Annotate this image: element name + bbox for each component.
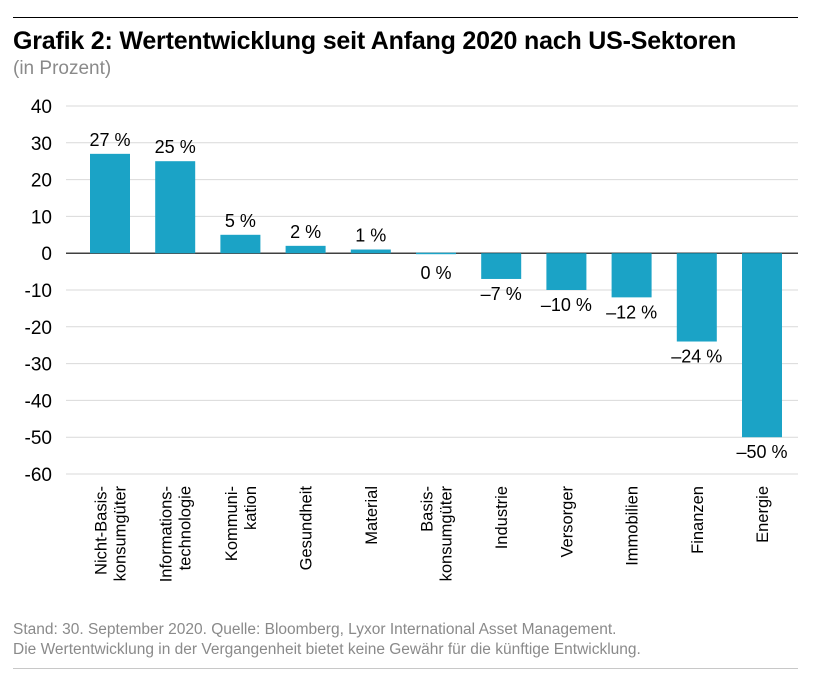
category-label: Basis-konsumgüter [419, 486, 456, 582]
chart-title-text: Wertentwicklung seit Anfang 2020 nach US… [119, 27, 737, 55]
y-tick-label: -60 [25, 465, 52, 486]
top-rule [13, 17, 798, 18]
category-label-line: Basis- [419, 486, 437, 532]
category-label-line: Informations- [158, 486, 176, 582]
footer-source-note: Stand: 30. September 2020. Quelle: Bloom… [13, 621, 617, 638]
data-label: 5 % [225, 211, 256, 231]
category-label: Nicht-Basis-konsumgüter [93, 486, 130, 582]
bar [676, 253, 717, 342]
y-tick-label: 0 [41, 244, 52, 265]
data-label: –10 % [541, 295, 592, 315]
data-label: 2 % [290, 222, 321, 242]
category-label: Material [363, 486, 381, 545]
category-label-line: Finanzen [689, 486, 707, 554]
y-tick-label: -30 [25, 355, 52, 376]
bar [611, 253, 652, 298]
bar [90, 153, 130, 254]
bar [220, 234, 261, 254]
category-label-line: Kommuni- [223, 486, 241, 561]
bottom-rule [13, 668, 798, 669]
chart-title-prefix: Grafik 2: [13, 27, 113, 55]
category-label-line: Industrie [493, 486, 511, 549]
bar [350, 249, 391, 254]
category-label-line: Versorger [558, 486, 576, 558]
chart-title: Grafik 2: Wertentwicklung seit Anfang 20… [13, 27, 736, 56]
y-tick-label: -20 [25, 318, 52, 339]
category-label-line: Material [363, 486, 381, 545]
category-label-line: konsumgüter [438, 486, 456, 582]
data-label: –24 % [671, 347, 722, 367]
bar [481, 253, 522, 279]
data-label: –50 % [736, 442, 787, 462]
chart-subtitle: (in Prozent) [13, 58, 112, 79]
y-tick-label: -40 [25, 391, 52, 412]
chart-footer: Stand: 30. September 2020. Quelle: Bloom… [13, 620, 641, 660]
data-label: 25 % [155, 137, 196, 157]
data-label: 0 % [420, 263, 451, 283]
bar [742, 253, 782, 438]
category-label-line: Energie [754, 486, 772, 543]
category-label-line: Immobilien [624, 486, 642, 566]
category-label: Versorger [558, 486, 576, 558]
category-label: Finanzen [689, 486, 707, 554]
data-label: –12 % [606, 302, 657, 322]
y-tick-label: 10 [31, 207, 52, 228]
category-label: Kommuni-kation [223, 486, 260, 561]
category-label-line: konsumgüter [112, 486, 130, 582]
footer-disclaimer: Die Wertentwicklung in der Vergangenheit… [13, 641, 641, 658]
bar [416, 252, 456, 255]
y-tick-label: -50 [25, 428, 52, 449]
y-tick-label: 20 [31, 171, 52, 192]
data-label: 1 % [355, 226, 386, 246]
category-label-line: Gesundheit [298, 486, 316, 571]
data-label: –7 % [481, 284, 522, 304]
y-tick-label: 30 [31, 134, 52, 155]
category-label: Gesundheit [298, 486, 316, 571]
category-label-line: Nicht-Basis- [93, 486, 111, 575]
bar [546, 253, 587, 290]
category-label-line: kation [242, 486, 260, 530]
bar [285, 245, 326, 254]
category-label: Industrie [493, 486, 511, 549]
y-tick-label: 40 [31, 97, 52, 118]
bar [155, 161, 196, 254]
data-label: 27 % [89, 130, 130, 150]
category-label-line: technologie [177, 486, 195, 570]
y-tick-label: -10 [25, 281, 52, 302]
category-label: Informations-technologie [158, 486, 195, 582]
category-label: Immobilien [624, 486, 642, 566]
category-label: Energie [754, 486, 772, 543]
